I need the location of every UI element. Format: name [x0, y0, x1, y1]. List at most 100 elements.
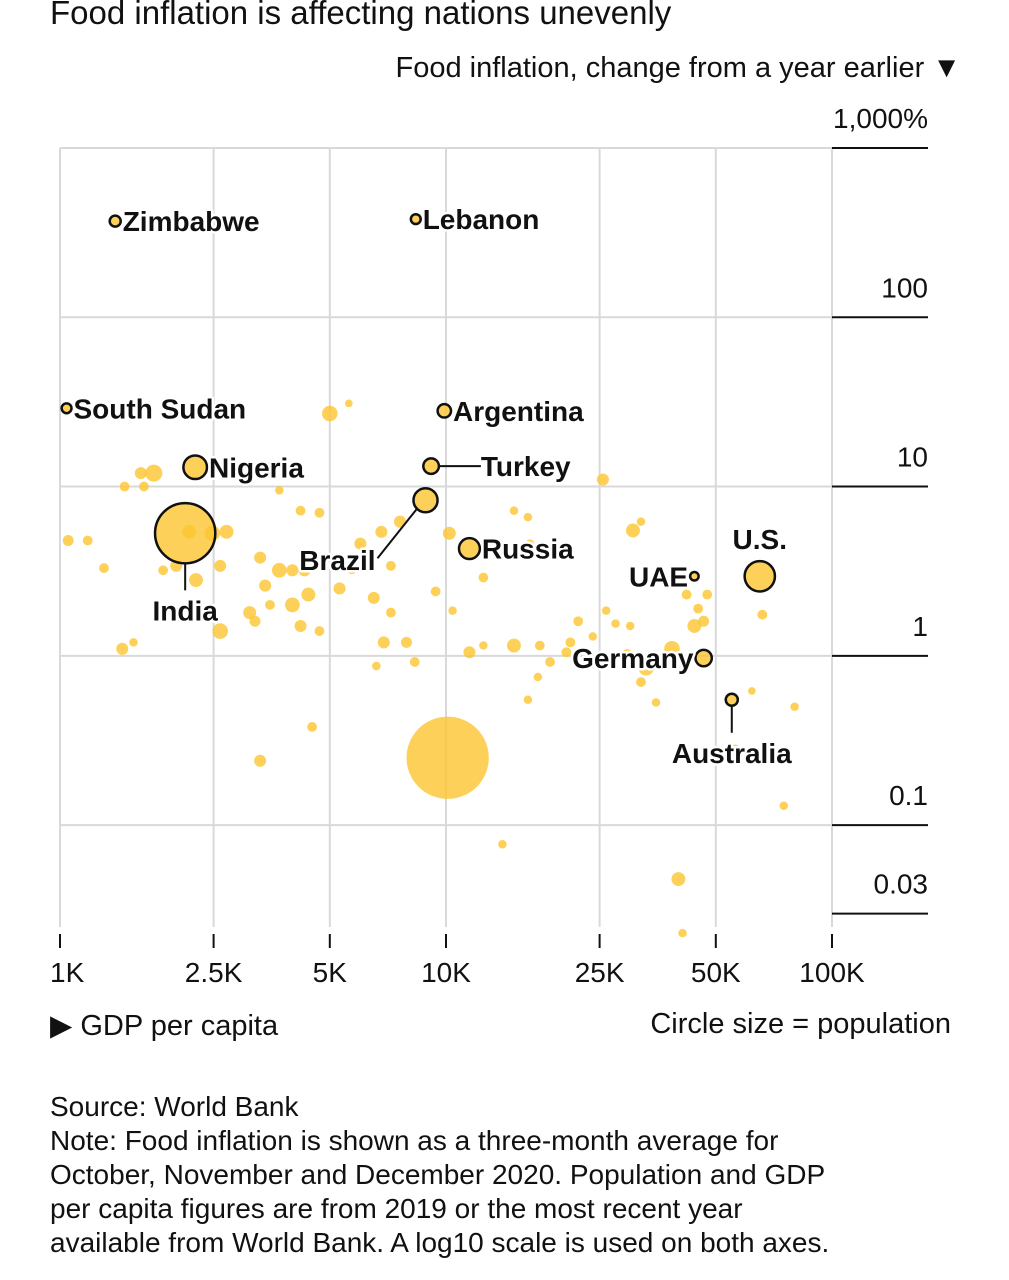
data-point — [386, 560, 396, 571]
data-point — [695, 649, 712, 667]
highlighted-point-outline — [457, 536, 482, 561]
data-point — [409, 657, 420, 667]
y-tick-label: 100 — [881, 272, 928, 303]
data-point — [671, 872, 686, 887]
data-point — [375, 525, 388, 538]
data-point — [611, 619, 620, 628]
data-point — [322, 405, 338, 422]
data-point — [275, 486, 284, 495]
country-label: Nigeria — [209, 452, 304, 483]
data-point — [638, 659, 654, 676]
data-point — [214, 559, 227, 572]
data-point — [286, 564, 299, 577]
data-point — [698, 615, 710, 627]
data-point — [354, 537, 367, 550]
x-tick-label: 1K — [50, 957, 85, 988]
data-point — [158, 565, 169, 576]
data-point — [437, 404, 452, 418]
data-point — [410, 214, 421, 225]
highlighted-point-outline — [436, 402, 453, 419]
data-point — [636, 677, 646, 687]
data-point — [748, 687, 756, 695]
data-point — [377, 636, 390, 649]
data-point — [757, 609, 768, 620]
data-point — [219, 524, 234, 539]
highlighted-point-outline — [108, 214, 122, 228]
country-label: South Sudan — [73, 393, 246, 424]
data-point — [243, 606, 257, 620]
chart-title: Food inflation is affecting nations unev… — [50, 0, 672, 31]
data-point — [155, 503, 216, 564]
data-point — [779, 801, 789, 811]
data-point — [625, 621, 635, 631]
data-point — [259, 579, 272, 592]
data-point — [687, 619, 702, 633]
notes: Source: World Bank Note: Food inflation … — [50, 1090, 980, 1260]
data-point — [478, 572, 489, 583]
x-tick-label: 100K — [799, 957, 865, 988]
x-axis-title: ▶ GDP per capita — [50, 1010, 279, 1042]
data-point — [271, 562, 287, 578]
data-point — [116, 642, 129, 655]
data-point — [458, 538, 480, 560]
highlighted-point-outline — [153, 501, 217, 565]
country-label: U.S. — [733, 524, 787, 555]
data-point — [212, 623, 228, 639]
y-tick-label: 1 — [912, 611, 928, 642]
data-point — [62, 535, 74, 547]
data-point — [294, 619, 307, 633]
data-point — [651, 698, 661, 707]
note-line: per capita figures are from 2019 or the … — [50, 1193, 743, 1224]
data-point — [314, 507, 325, 518]
data-point — [681, 589, 692, 600]
data-point — [119, 481, 130, 492]
y-tick-label: 0.1 — [889, 780, 928, 811]
note-line: Note: Food inflation is shown as a three… — [50, 1125, 779, 1156]
data-point — [463, 646, 476, 659]
data-point — [498, 840, 507, 849]
data-point — [588, 632, 598, 641]
data-point — [345, 562, 358, 575]
data-point — [702, 589, 713, 600]
data-point — [61, 403, 72, 414]
country-label: Russia — [482, 534, 574, 565]
data-point — [139, 481, 149, 492]
data-point — [690, 572, 699, 581]
data-point — [188, 573, 203, 588]
country-label: India — [153, 595, 219, 626]
country-label: Zimbabwe — [123, 206, 260, 237]
highlighted-point-outline — [743, 559, 777, 593]
data-point — [523, 695, 533, 705]
y-tick-label: 0.03 — [874, 869, 929, 900]
data-point — [99, 563, 109, 573]
leader-line — [376, 508, 418, 559]
highlighted-point-outline — [694, 648, 714, 668]
data-point — [561, 647, 572, 658]
data-point — [507, 638, 521, 653]
y-axis-title: Food inflation, change from a year earli… — [395, 52, 962, 84]
data-point — [314, 626, 325, 636]
data-point — [565, 637, 576, 648]
highlighted-point-outline — [724, 692, 740, 708]
y-tick-label: 1,000% — [833, 103, 928, 134]
data-point — [344, 399, 353, 408]
data-point — [596, 473, 609, 486]
highlighted-point-outline — [688, 570, 700, 582]
data-point — [744, 561, 775, 592]
scatter-chart: Zimbabwe Lebanon South Sudan Argentina Niger… — [50, 103, 929, 988]
data-point — [525, 539, 535, 548]
data-point — [725, 693, 738, 706]
data-point — [307, 722, 318, 732]
x-tick-label: 2.5K — [185, 957, 243, 988]
data-point — [129, 638, 138, 647]
leader-layer — [184, 465, 733, 733]
country-label: Brazil — [299, 545, 375, 576]
highlighted-point-outline — [409, 212, 422, 226]
data-point — [729, 744, 740, 755]
x-tick-label: 25K — [575, 957, 625, 988]
country-label: UAE — [629, 561, 688, 592]
highlighted-point-outline — [182, 454, 209, 481]
highlighted-point-outline — [60, 402, 73, 415]
data-point — [573, 616, 584, 627]
data-point — [265, 599, 275, 610]
